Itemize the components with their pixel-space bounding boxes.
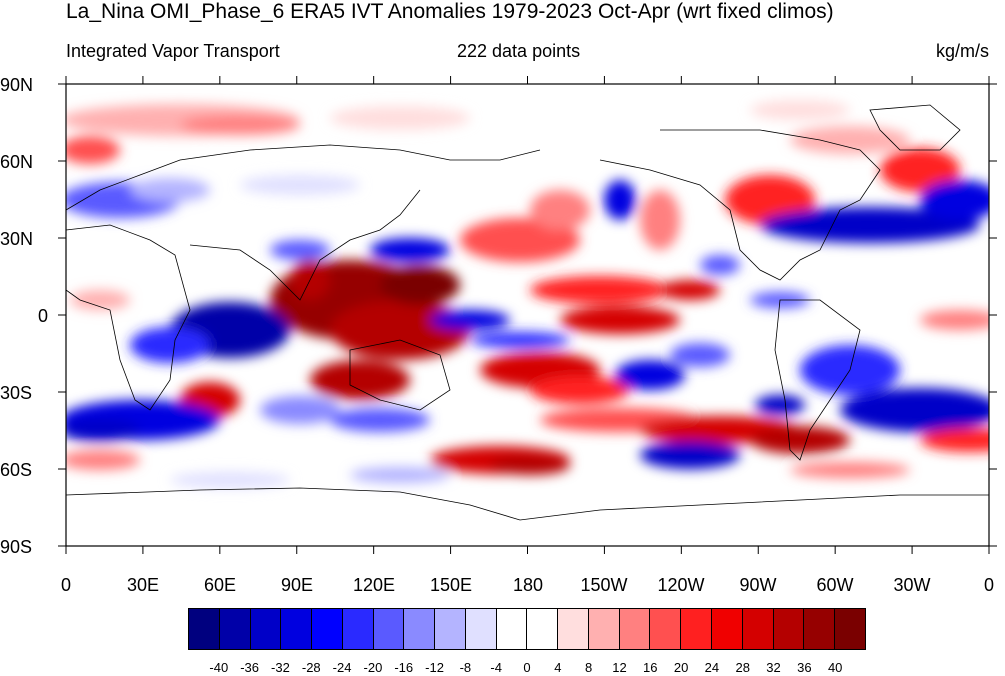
colorbar-tick-label: 28 — [735, 660, 750, 675]
lon-label-60w: 60W — [816, 575, 854, 595]
colorbar-swatch — [404, 609, 436, 649]
colorbar-swatch — [189, 609, 220, 649]
lon-label-120e: 120E — [352, 575, 396, 595]
data-count-label: 222 data points — [457, 41, 581, 61]
colorbar-swatch — [712, 609, 743, 649]
colorbar-swatch — [773, 609, 805, 649]
colorbar-swatch — [558, 609, 589, 649]
axis-ticks — [58, 76, 997, 554]
lon-label-0: 0 — [60, 575, 72, 595]
colorbar-tick-label: -16 — [394, 660, 414, 675]
colorbar-tick-label: 24 — [704, 660, 720, 675]
colorbar-swatch — [250, 609, 282, 649]
lon-label-0-east: 0 — [983, 575, 995, 595]
units-label: kg/m/s — [935, 41, 989, 61]
coastlines — [65, 104, 989, 521]
colorbar-swatch — [804, 609, 836, 649]
colorbar-tick-label: -32 — [271, 660, 290, 675]
colorbar-tick-label: 0 — [523, 660, 531, 675]
colorbar-tick-label: 12 — [612, 660, 627, 675]
colorbar-tick-label: -20 — [363, 660, 383, 675]
colorbar-tick-label: -40 — [209, 660, 229, 675]
colorbar-tick-label: -28 — [301, 660, 321, 675]
colorbar-swatch — [373, 609, 405, 649]
colorbar-swatch — [742, 609, 774, 649]
lon-label-90e: 90E — [280, 575, 314, 595]
lon-label-30e: 30E — [126, 575, 160, 595]
colorbar-tick-label: 40 — [827, 660, 843, 675]
lon-label-150e: 150E — [429, 575, 473, 595]
colorbar-tick-label: 20 — [673, 660, 689, 675]
map-title: La_Nina OMI_Phase_6 ERA5 IVT Anomalies 1… — [66, 0, 834, 23]
colorbar-swatch — [619, 609, 651, 649]
lon-label-60e: 60E — [203, 575, 237, 595]
lon-label-150w: 150W — [580, 575, 628, 595]
colorbar-tick-label: -8 — [459, 660, 472, 675]
colorbar-tick-label: -36 — [240, 660, 260, 675]
lon-label-90w: 90W — [739, 575, 777, 595]
colorbar-swatch — [650, 609, 682, 649]
colorbar-swatch — [312, 609, 343, 649]
lat-label-90s: 90S — [0, 537, 33, 557]
colorbar-swatch — [342, 609, 374, 649]
lat-label-60s: 60S — [0, 460, 33, 480]
colorbar — [188, 608, 866, 650]
lat-label-eq: 0 — [38, 306, 49, 326]
colorbar-tick-label: -24 — [332, 660, 352, 675]
lat-label-60n: 60N — [0, 152, 34, 172]
colorbar-tick-label: 32 — [766, 660, 781, 675]
colorbar-tick-label: -4 — [490, 660, 502, 675]
lon-label-180: 180 — [512, 575, 544, 595]
colorbar-swatch — [465, 609, 497, 649]
colorbar-swatch — [588, 609, 620, 649]
anomaly-field — [66, 100, 989, 488]
colorbar-swatch — [681, 609, 713, 649]
variable-label: Integrated Vapor Transport — [66, 41, 280, 61]
colorbar-swatch — [835, 609, 865, 649]
colorbar-tick-label: 36 — [797, 660, 812, 675]
lon-label-30w: 30W — [893, 575, 931, 595]
lat-label-30n: 30N — [0, 229, 34, 249]
lat-label-90n: 90N — [0, 75, 34, 95]
colorbar-tick-label: 8 — [585, 660, 593, 675]
lat-label-30s: 30S — [0, 383, 33, 403]
colorbar-swatch — [219, 609, 251, 649]
colorbar-swatch — [281, 609, 313, 649]
colorbar-tick-label: 4 — [554, 660, 562, 675]
colorbar-tick-label: -12 — [425, 660, 444, 675]
colorbar-swatch — [496, 609, 528, 649]
colorbar-swatch — [435, 609, 466, 649]
lon-label-120w: 120W — [657, 575, 705, 595]
colorbar-tick-label: 16 — [643, 660, 658, 675]
colorbar-swatch — [527, 609, 559, 649]
